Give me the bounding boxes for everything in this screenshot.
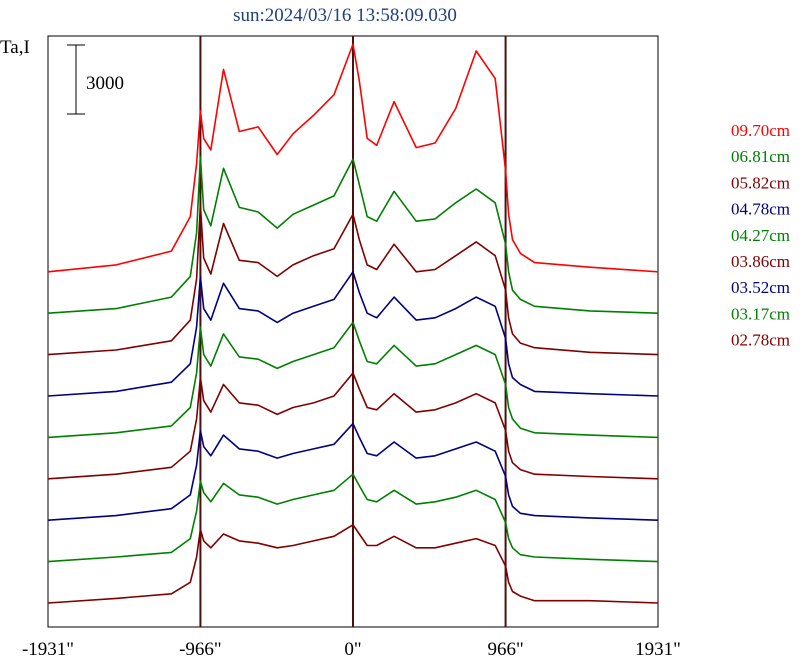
series-layer xyxy=(47,43,659,604)
scale-bar xyxy=(67,44,85,115)
legend-entry-04.27cm: 04.27cm xyxy=(731,226,790,245)
series-line-09.70cm xyxy=(47,43,659,273)
series-line-04.78cm xyxy=(47,270,659,397)
legend-entry-03.52cm: 03.52cm xyxy=(731,278,790,297)
legend-entry-03.86cm: 03.86cm xyxy=(731,252,790,271)
legend-entry-02.78cm: 02.78cm xyxy=(731,331,790,350)
x-tick-label-3: 966" xyxy=(487,639,523,660)
series-line-06.81cm xyxy=(47,156,659,314)
series-line-03.17cm xyxy=(47,473,659,563)
series-line-05.82cm xyxy=(47,204,659,356)
legend: 09.70cm 06.81cm 05.82cm 04.78cm 04.27cm 03.86… xyxy=(731,121,790,350)
legend-entry-03.17cm: 03.17cm xyxy=(731,304,790,323)
scale-bar-label: 3000 xyxy=(86,73,124,94)
series-line-03.52cm xyxy=(47,422,659,521)
x-tick-label-2: 0" xyxy=(344,639,361,660)
x-tick-label-4: 1931" xyxy=(635,639,681,660)
legend-entry-05.82cm: 05.82cm xyxy=(731,173,790,192)
legend-entry-09.70cm: 09.70cm xyxy=(731,121,790,140)
x-tick-label-1: -966" xyxy=(179,639,222,660)
series-line-04.27cm xyxy=(47,321,659,439)
chart-title: sun:2024/03/16 13:58:09.030 xyxy=(233,5,457,26)
series-line-02.78cm xyxy=(47,523,659,604)
series-line-03.86cm xyxy=(47,372,659,480)
vertical-markers xyxy=(199,36,507,627)
y-axis-label: Ta,I xyxy=(0,37,30,58)
legend-entry-06.81cm: 06.81cm xyxy=(731,147,790,166)
x-tick-labels: -1931" -966" 0" 966" 1931" xyxy=(22,639,681,660)
legend-entry-04.78cm: 04.78cm xyxy=(731,200,790,219)
x-tick-label-0: -1931" xyxy=(22,639,74,660)
